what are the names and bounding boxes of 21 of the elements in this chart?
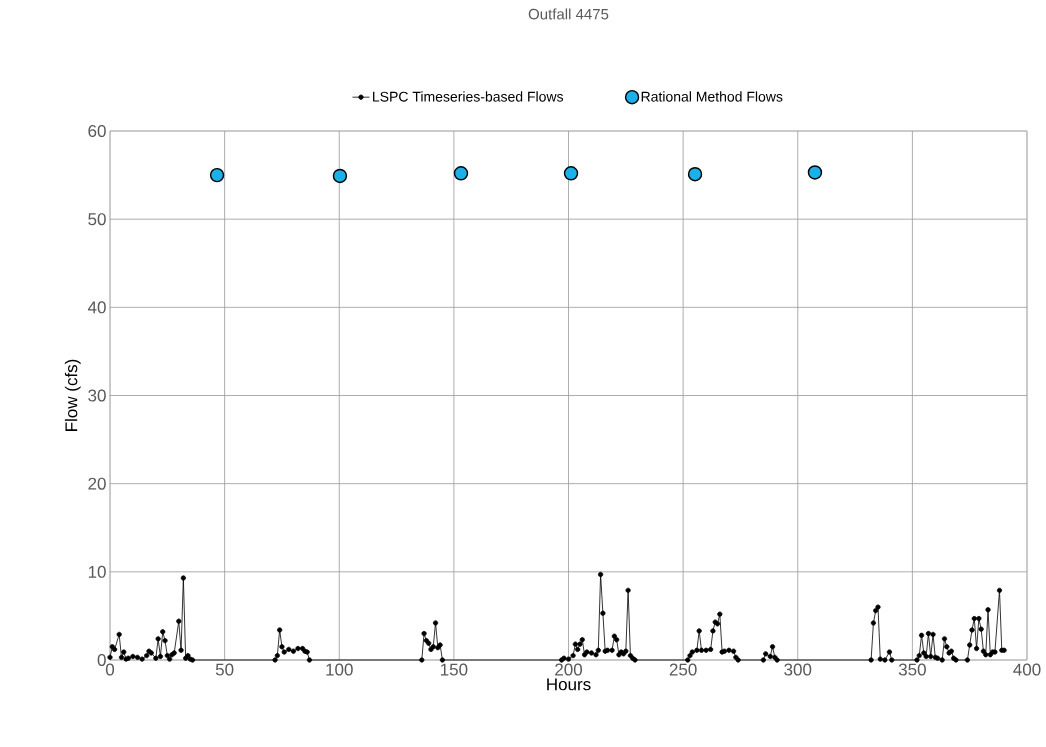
x-tick-label: 150 (441, 663, 468, 676)
y-tick-label: 30 (88, 389, 106, 402)
x-tick-label: 50 (215, 663, 234, 676)
x-tick-label: 350 (898, 663, 926, 676)
y-tick-label: 50 (88, 213, 106, 226)
y-tick-label: 20 (88, 477, 106, 490)
x-tick-label: 250 (669, 663, 697, 676)
y-tick-label: 10 (88, 565, 106, 578)
x-tick-label: 300 (784, 663, 812, 676)
y-tick-label: 60 (88, 124, 106, 138)
y-tick-label: 40 (87, 301, 106, 314)
x-axis-title: Hours (547, 678, 591, 691)
legend-label: LSPC Timeseries-based Flows (373, 91, 564, 102)
y-tick-label: 0 (97, 653, 106, 667)
x-tick-label: 0 (105, 663, 115, 676)
x-tick-label: 200 (555, 663, 583, 676)
chart-title: Outfall 4475 (528, 8, 609, 20)
y-axis-title: Flow (cfs) (64, 359, 81, 431)
legend-label: Rational Method Flows (641, 91, 783, 102)
x-tick-label: 100 (326, 663, 353, 676)
x-tick-label: 400 (1013, 663, 1041, 676)
